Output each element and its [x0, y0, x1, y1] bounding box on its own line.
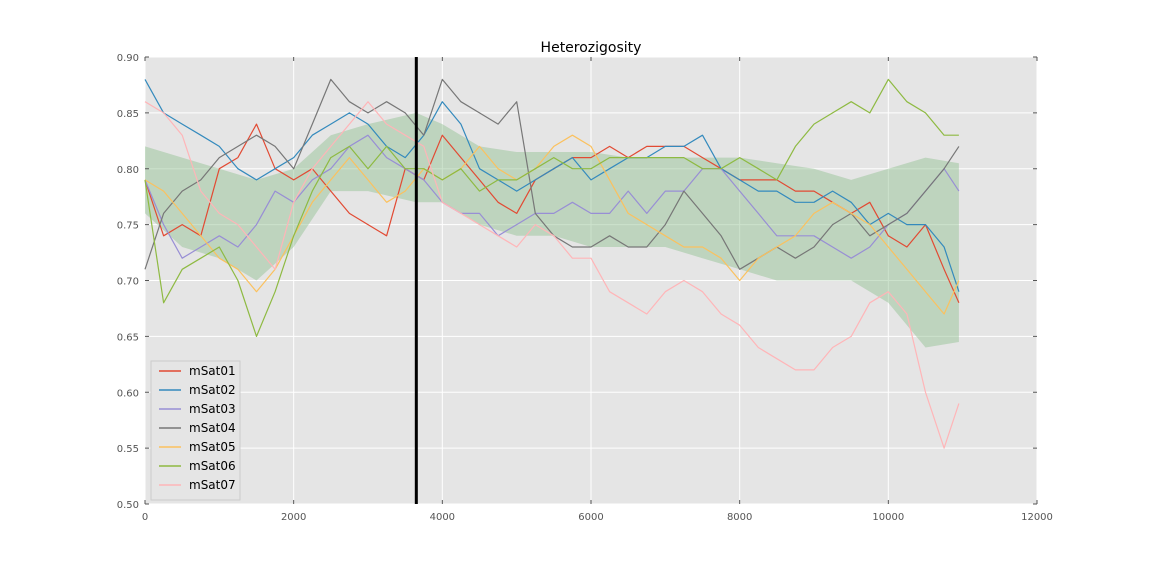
legend-label-mSat01: mSat01 — [189, 364, 236, 378]
legend-label-mSat07: mSat07 — [189, 478, 236, 492]
x-tick-label-1: 2000 — [281, 512, 306, 523]
axes: 0 2000 4000 6000 8000 10000 12000 0.50 0.55 0.60 0… — [117, 53, 1053, 523]
legend-label-mSat06: mSat06 — [189, 459, 236, 473]
chart-title: Heterozigosity — [541, 40, 642, 56]
confidence-band — [145, 112, 959, 348]
y-tick-label-8: 0.90 — [117, 53, 139, 64]
y-tick-label-3: 0.65 — [117, 332, 139, 343]
x-tick-label-2: 4000 — [430, 512, 455, 523]
x-tick-label-0: 0 — [142, 512, 148, 523]
y-tick-label-4: 0.70 — [117, 277, 139, 288]
y-tick-label-6: 0.80 — [117, 165, 139, 176]
legend-box — [150, 360, 241, 501]
series-line-mSat03 — [144, 134, 960, 259]
series-line-mSat06 — [144, 78, 959, 337]
y-tick-label-7: 0.85 — [117, 109, 139, 120]
series-line-mSat07 — [144, 101, 960, 449]
series-lines — [144, 78, 960, 449]
x-tick-label-4: 8000 — [727, 512, 752, 523]
band-area — [145, 112, 959, 348]
y-tick-label-2: 0.60 — [117, 388, 139, 399]
legend-label-mSat02: mSat02 — [189, 383, 236, 397]
legend-label-mSat05: mSat05 — [189, 440, 236, 454]
x-tick-label-5: 10000 — [872, 512, 904, 523]
legend-label-mSat04: mSat04 — [189, 421, 236, 435]
x-tick-label-6: 12000 — [1021, 512, 1053, 523]
y-tick-label-0: 0.50 — [117, 500, 139, 511]
y-tick-label-1: 0.55 — [117, 444, 139, 455]
series-line-mSat05 — [144, 134, 960, 315]
y-tick-label-5: 0.75 — [117, 221, 139, 232]
legend: mSat01 mSat02 mSat03 mSat04 mSat05 mSat06 mSat… — [150, 360, 241, 501]
series-line-mSat02 — [144, 79, 960, 292]
legend-label-mSat03: mSat03 — [189, 402, 236, 416]
x-tick-label-3: 6000 — [578, 512, 603, 523]
